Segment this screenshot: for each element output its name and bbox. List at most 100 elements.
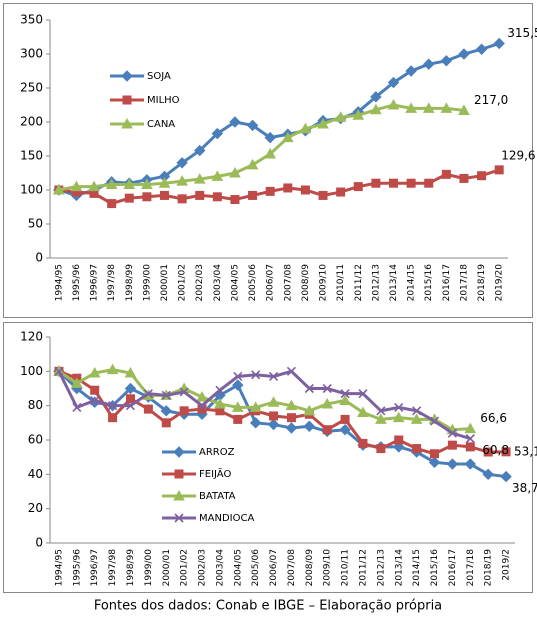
marker	[322, 425, 332, 435]
marker	[121, 117, 133, 129]
marker	[340, 389, 350, 399]
x-tick-label: 2017/18	[466, 549, 476, 587]
series-line	[58, 369, 507, 456]
y-tick-label: 0	[35, 251, 43, 265]
marker	[70, 377, 83, 388]
marker	[195, 190, 205, 200]
marker	[214, 397, 226, 409]
data-label: 217,0	[474, 93, 508, 107]
marker	[124, 382, 137, 395]
marker	[285, 399, 298, 411]
marker	[339, 394, 351, 406]
x-tick-label: 2016/17	[448, 549, 458, 586]
x-tick-label: 2019/20	[495, 264, 505, 302]
marker	[339, 423, 351, 436]
marker	[483, 447, 493, 457]
x-tick-label: 2010/11	[341, 549, 351, 586]
marker	[88, 180, 100, 192]
x-tick-label: 2009/10	[323, 549, 333, 587]
marker	[410, 413, 423, 424]
x-tick-label: 2007/08	[283, 264, 293, 302]
marker	[108, 401, 118, 411]
x-tick-label: 1996/97	[90, 264, 100, 301]
x-tick-label: 2007/08	[287, 549, 297, 587]
marker	[90, 385, 100, 395]
marker	[141, 178, 153, 190]
x-tick-label: 1999/00	[144, 549, 154, 587]
legend-label: MILHO	[147, 95, 180, 106]
x-tick-label: 2011/12	[354, 264, 364, 301]
marker	[70, 180, 83, 192]
marker	[375, 413, 387, 424]
x-tick-label: 2018/19	[484, 549, 494, 587]
marker	[269, 411, 279, 421]
y-tick-label: 120	[20, 330, 43, 344]
marker	[106, 363, 119, 375]
marker	[352, 109, 365, 120]
x-tick-label: 2008/09	[301, 264, 311, 302]
marker	[447, 428, 457, 438]
marker	[249, 417, 262, 429]
marker	[194, 144, 206, 157]
marker	[322, 383, 332, 394]
marker	[143, 404, 153, 414]
marker	[173, 489, 185, 501]
marker	[107, 199, 117, 209]
y-tick-label: 150	[20, 149, 43, 163]
legend-label: CANA	[147, 119, 175, 130]
marker	[251, 370, 261, 380]
marker	[229, 166, 241, 178]
marker	[376, 406, 386, 416]
marker	[405, 65, 417, 77]
y-tick-label: 50	[28, 217, 43, 231]
marker	[193, 173, 206, 184]
marker	[412, 444, 422, 454]
x-tick-label: 2012/13	[371, 264, 381, 301]
marker	[177, 194, 187, 204]
marker	[405, 102, 417, 113]
marker	[482, 468, 494, 481]
series-line	[58, 103, 465, 192]
marker	[493, 37, 505, 50]
x-tick-label: 1998/99	[125, 264, 135, 302]
marker	[125, 401, 136, 411]
marker	[440, 55, 453, 67]
marker	[304, 383, 314, 394]
x-tick-label: 2001/02	[180, 549, 190, 586]
marker	[464, 422, 477, 434]
y-tick-label: 300	[20, 47, 43, 61]
marker	[267, 396, 280, 407]
marker	[158, 177, 171, 188]
marker	[429, 416, 440, 426]
x-tick-label: 2008/09	[305, 549, 315, 587]
marker	[161, 390, 171, 400]
marker	[440, 102, 453, 113]
x-tick-label: 1997/98	[108, 549, 118, 587]
marker	[370, 103, 382, 115]
x-tick-label: 2015/16	[424, 264, 434, 302]
x-tick-label: 2003/04	[213, 264, 223, 302]
x-tick-label: 2011/12	[358, 549, 368, 586]
marker	[286, 366, 297, 376]
marker	[389, 178, 398, 188]
y-tick-label: 100	[20, 364, 43, 378]
marker	[494, 165, 504, 175]
x-tick-label: 2002/03	[198, 549, 208, 586]
marker	[430, 449, 440, 459]
marker	[370, 91, 382, 103]
marker	[124, 193, 134, 203]
marker	[108, 413, 118, 423]
marker	[464, 458, 476, 470]
marker	[387, 98, 400, 110]
marker	[125, 394, 135, 404]
marker	[318, 190, 328, 200]
marker	[321, 397, 334, 409]
chart-frame	[3, 322, 533, 593]
x-tick-label: 1995/96	[72, 549, 82, 587]
x-tick-label: 2009/10	[319, 264, 329, 302]
marker	[387, 76, 400, 89]
marker	[300, 185, 310, 195]
y-tick-label: 200	[20, 115, 43, 129]
x-tick-label: 2005/06	[248, 264, 258, 302]
